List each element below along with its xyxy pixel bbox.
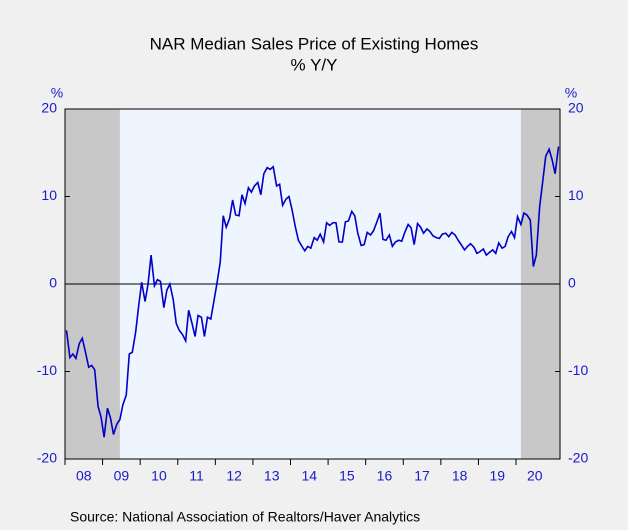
y-axis-label: % [51, 85, 63, 101]
x-tick-label: 16 [377, 468, 393, 484]
chart-title: NAR Median Sales Price of Existing Homes [150, 34, 479, 53]
x-tick-label: 19 [489, 468, 505, 484]
x-tick-label: 09 [114, 468, 130, 484]
y2-tick-label: -20 [568, 450, 588, 466]
x-tick-label: 10 [151, 468, 167, 484]
y2-tick-label: 20 [568, 100, 584, 116]
x-tick-label: 20 [527, 468, 543, 484]
y-tick-label: -20 [37, 450, 57, 466]
source-note: Source: National Association of Realtors… [70, 509, 420, 525]
y2-tick-label: -10 [568, 362, 588, 378]
x-tick-label: 17 [414, 468, 430, 484]
x-tick-label: 14 [302, 468, 318, 484]
x-tick-label: 12 [226, 468, 242, 484]
plot-frame [64, 108, 561, 460]
data-line [65, 146, 560, 438]
y-tick-label: 0 [49, 275, 57, 291]
y-tick-label: -10 [37, 362, 57, 378]
y-tick-label: 10 [41, 187, 57, 203]
y2-tick-label: 10 [568, 187, 584, 203]
x-tick-label: 18 [452, 468, 468, 484]
chart-subtitle: % Y/Y [291, 55, 338, 74]
x-tick-label: 15 [339, 468, 355, 484]
x-tick-label: 11 [189, 468, 204, 484]
x-tick-label: 13 [264, 468, 280, 484]
x-tick-label: 08 [76, 468, 92, 484]
y2-tick-label: 0 [568, 275, 576, 291]
y2-axis-label: % [565, 85, 577, 101]
y-tick-label: 20 [41, 100, 57, 116]
